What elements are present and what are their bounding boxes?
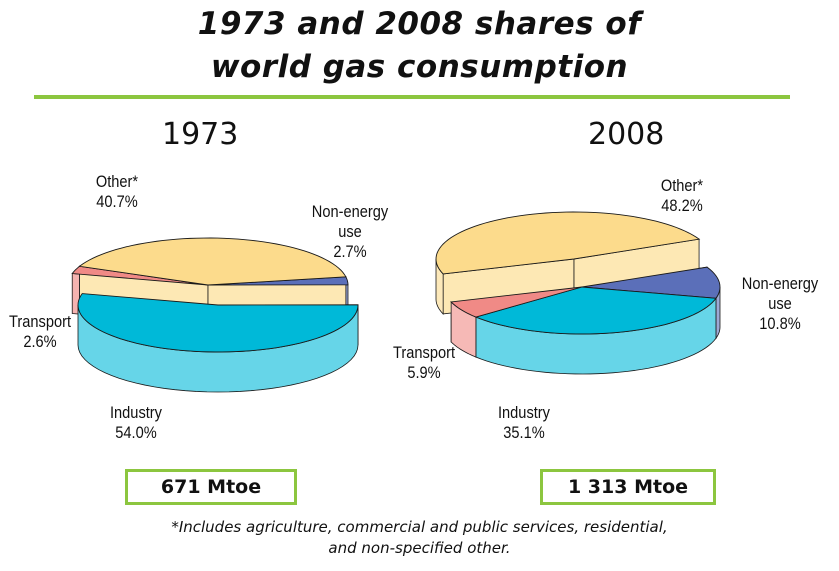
label-1973-industry: Industry 54.0%	[109, 403, 163, 442]
pie-2008-slice-industry	[474, 286, 717, 335]
label-2008-other: Other* 48.2%	[660, 176, 704, 215]
pie-2008-slice-other-	[435, 211, 701, 275]
footnote-line-2: and non-specified other.	[328, 539, 511, 557]
pie-2008	[435, 211, 721, 375]
pie-2008-slice-non-energy-use	[581, 266, 721, 299]
pie-1973-slice-other-	[78, 237, 347, 286]
pie-1973	[71, 237, 359, 393]
pie-1973-slice-industry	[77, 293, 359, 353]
pie-2008-title: 2008	[588, 117, 665, 152]
footnote-line-1: *Includes agriculture, commercial and pu…	[171, 518, 668, 536]
chart-title-line-1: 1973 and 2008 shares of	[197, 6, 642, 42]
chart-title-line-2: world gas consumption	[210, 49, 629, 85]
pie-2008-slice-transport	[450, 286, 583, 318]
label-1973-non-energy: Non-energy use 2.7%	[311, 202, 389, 261]
pie-1973-title: 1973	[162, 117, 239, 152]
label-2008-transport: Transport 5.9%	[392, 343, 456, 382]
total-2008-box: 1 313 Mtoe	[540, 469, 716, 505]
label-2008-non-energy: Non-energy use 10.8%	[741, 274, 819, 333]
label-2008-industry: Industry 35.1%	[497, 403, 551, 442]
title-divider	[34, 95, 790, 99]
label-1973-transport: Transport 2.6%	[8, 312, 72, 351]
total-1973-box: 671 Mtoe	[125, 469, 297, 505]
label-1973-other: Other* 40.7%	[95, 172, 139, 211]
